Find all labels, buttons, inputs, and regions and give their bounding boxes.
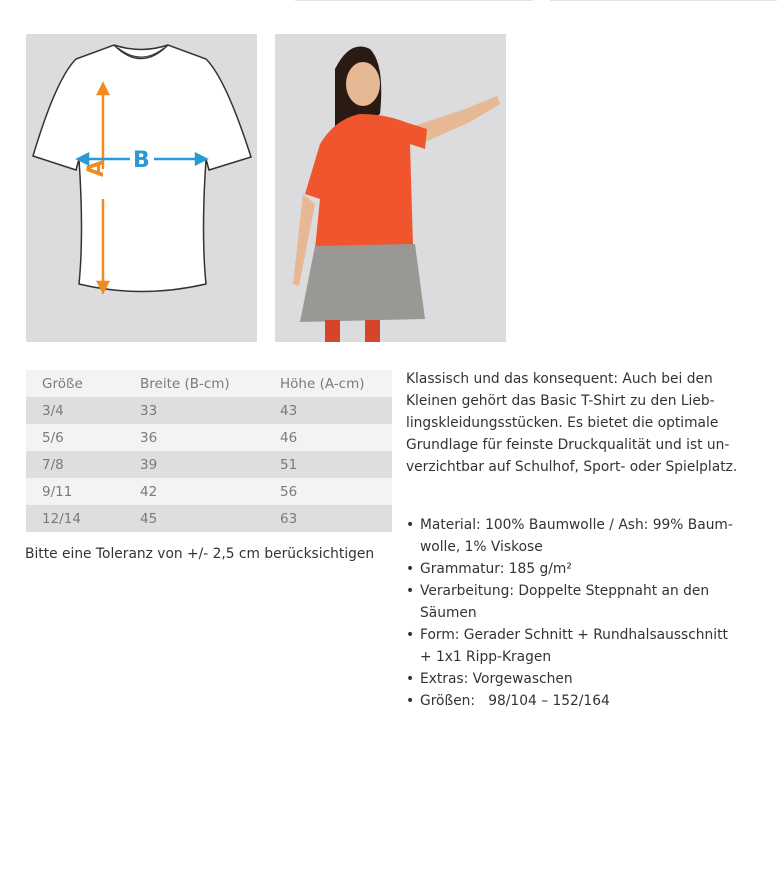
list-item: • Material: 100% Baumwolle / Ash: 99% Bau… bbox=[406, 514, 766, 558]
table-row: 12/14 45 63 bbox=[26, 505, 392, 532]
label-b: B bbox=[133, 148, 150, 173]
cell-size: 3/4 bbox=[26, 397, 140, 424]
table-row: 7/8 39 51 bbox=[26, 451, 392, 478]
table-header-row: Größe Breite (B-cm) Höhe (A-cm) bbox=[26, 370, 392, 397]
bullet-icon: • bbox=[406, 561, 415, 577]
cell-width: 36 bbox=[140, 424, 280, 451]
list-item: • Form: Gerader Schnitt + Rundhalsausschn… bbox=[406, 624, 766, 668]
cell-size: 9/11 bbox=[26, 478, 140, 505]
top-divider-left bbox=[295, 0, 533, 1]
cell-height: 46 bbox=[280, 424, 392, 451]
feature-grammage: Grammatur: 185 g/m² bbox=[420, 561, 572, 577]
cell-size: 7/8 bbox=[26, 451, 140, 478]
feature-material: Material: 100% Baumwolle / Ash: 99% Baum… bbox=[420, 517, 733, 555]
cell-width: 39 bbox=[140, 451, 280, 478]
cell-size: 12/14 bbox=[26, 505, 140, 532]
cell-width: 42 bbox=[140, 478, 280, 505]
header-height: Höhe (A-cm) bbox=[280, 370, 392, 397]
tolerance-note: Bitte eine Toleranz von +/- 2,5 cm berüc… bbox=[25, 546, 375, 562]
width-arrow-b bbox=[75, 151, 209, 167]
header-size: Größe bbox=[26, 370, 140, 397]
cell-size: 5/6 bbox=[26, 424, 140, 451]
bullet-icon: • bbox=[406, 627, 415, 643]
list-item: • Größen: 98/104 – 152/164 bbox=[406, 690, 766, 712]
top-divider-right bbox=[550, 0, 777, 1]
bullet-icon: • bbox=[406, 671, 415, 687]
model-photo bbox=[275, 34, 506, 342]
feature-processing: Verarbeitung: Doppelte Steppnaht an den … bbox=[420, 583, 710, 621]
feature-extras: Extras: Vorgewaschen bbox=[420, 671, 573, 687]
cell-width: 33 bbox=[140, 397, 280, 424]
feature-list: • Material: 100% Baumwolle / Ash: 99% Bau… bbox=[406, 514, 766, 712]
feature-sizes: Größen: 98/104 – 152/164 bbox=[420, 693, 610, 709]
cell-width: 45 bbox=[140, 505, 280, 532]
cell-height: 43 bbox=[280, 397, 392, 424]
bullet-icon: • bbox=[406, 517, 415, 533]
cell-height: 63 bbox=[280, 505, 392, 532]
feature-form: Form: Gerader Schnitt + Rundhalsausschni… bbox=[420, 627, 728, 665]
size-table: Größe Breite (B-cm) Höhe (A-cm) 3/4 33 4… bbox=[26, 370, 392, 532]
table-row: 5/6 36 46 bbox=[26, 424, 392, 451]
label-a: A bbox=[84, 160, 109, 177]
header-width: Breite (B-cm) bbox=[140, 370, 280, 397]
cell-height: 51 bbox=[280, 451, 392, 478]
list-item: • Verarbeitung: Doppelte Steppnaht an den… bbox=[406, 580, 766, 624]
table-row: 9/11 42 56 bbox=[26, 478, 392, 505]
list-item: • Extras: Vorgewaschen bbox=[406, 668, 766, 690]
size-diagram-image: A B bbox=[26, 34, 257, 342]
bullet-icon: • bbox=[406, 693, 415, 709]
list-item: • Grammatur: 185 g/m² bbox=[406, 558, 766, 580]
bullet-icon: • bbox=[406, 583, 415, 599]
product-description: Klassisch und das konsequent: Auch bei d… bbox=[406, 371, 738, 475]
table-row: 3/4 33 43 bbox=[26, 397, 392, 424]
cell-height: 56 bbox=[280, 478, 392, 505]
height-arrow-a bbox=[95, 81, 111, 295]
